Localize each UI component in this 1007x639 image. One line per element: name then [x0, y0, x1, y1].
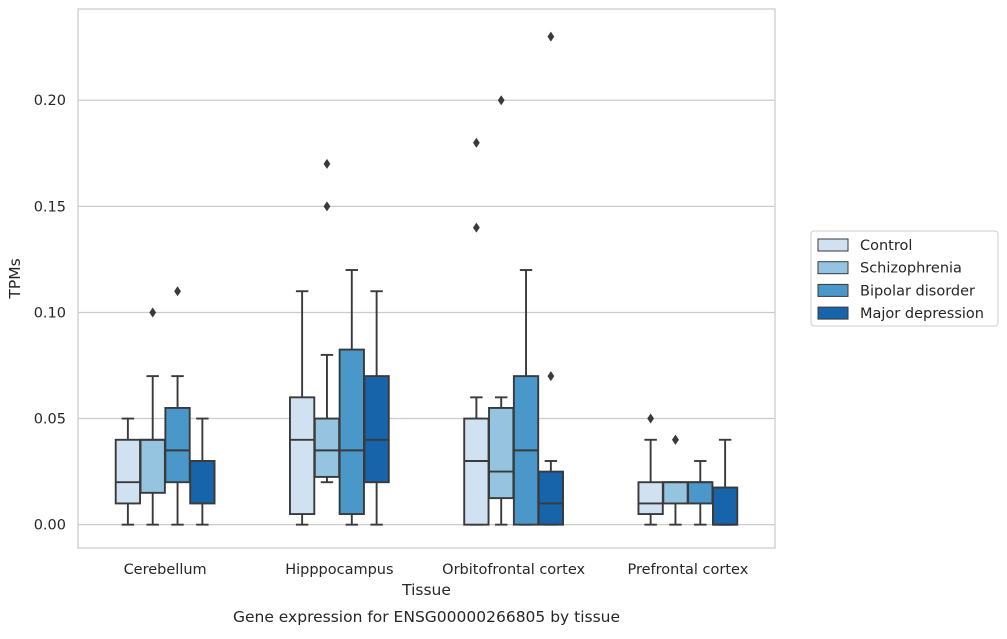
grid [78, 99, 775, 526]
box-bipolar-disorder [164, 286, 191, 526]
box-iqr [488, 406, 515, 500]
outlier-point [149, 307, 157, 318]
outlier-point [547, 31, 555, 42]
outlier-point [323, 158, 331, 169]
box-major-depression [537, 31, 564, 526]
legend-swatch [817, 261, 849, 275]
box-iqr [363, 375, 390, 484]
outlier-point [672, 434, 679, 445]
legend-label: Schizophrenia [860, 261, 962, 277]
x-axis-label: Tissue [401, 581, 451, 599]
box-control [463, 137, 490, 526]
box-schizophrenia [662, 434, 689, 526]
box-schizophrenia [313, 158, 341, 484]
y-axis-label: TPMs [6, 258, 24, 299]
box-bipolar-disorder [512, 269, 540, 526]
box-iqr [114, 438, 141, 505]
box-major-depression [712, 438, 739, 526]
outlier-point [174, 286, 181, 297]
legend-label: Major depression [860, 306, 984, 322]
x-tick-label: Orbitofrontal cortex [442, 562, 585, 578]
x-ticks: Cerebellum Hipppocampus Orbitofrontal cort… [124, 562, 749, 578]
box-bipolar-disorder [338, 269, 365, 526]
legend: Control Schizophrenia Bipolar disorder Majo… [810, 230, 999, 327]
box-major-depression [363, 290, 390, 526]
plot-frame [77, 8, 776, 549]
outlier-point [472, 222, 480, 233]
outlier-point [547, 371, 555, 382]
y-tick-label: 0.15 [34, 199, 66, 215]
box-major-depression [189, 417, 216, 526]
x-tick-label: Cerebellum [124, 562, 207, 578]
box-iqr [537, 470, 564, 526]
y-tick-label: 0.20 [34, 93, 66, 109]
box-iqr [712, 486, 739, 526]
y-tick-label: 0.00 [34, 518, 66, 534]
x-tick-label: Hipppocampus [285, 562, 393, 578]
box-iqr [463, 417, 490, 526]
box-iqr [662, 481, 689, 505]
box-iqr [139, 438, 166, 494]
box-control [114, 417, 141, 526]
legend-swatch [817, 238, 849, 252]
legend-label: Bipolar disorder [860, 283, 975, 299]
outlier-point [323, 201, 331, 212]
y-tick-label: 0.10 [34, 305, 66, 321]
chart-caption: Gene expression for ENSG00000266805 by t… [233, 608, 620, 626]
box-iqr [189, 460, 216, 505]
outlier-point [497, 95, 505, 106]
box-iqr [687, 481, 714, 505]
boxplots [114, 31, 739, 526]
legend-label: Control [860, 238, 912, 254]
legend-frame [810, 230, 999, 327]
box-iqr [338, 348, 365, 515]
legend-swatch [817, 283, 849, 297]
legend-swatch [817, 306, 849, 320]
y-tick-label: 0.05 [34, 412, 66, 428]
y-ticks: 0.00 0.05 0.10 0.15 0.20 [34, 93, 66, 533]
box-iqr [637, 481, 664, 515]
outlier-point [647, 413, 655, 424]
box-schizophrenia [139, 307, 166, 526]
box-iqr [289, 396, 316, 515]
box-iqr [164, 406, 191, 484]
box-schizophrenia [488, 95, 515, 526]
outlier-point [472, 137, 480, 148]
box-iqr [313, 417, 341, 478]
x-tick-label: Prefrontal cortex [627, 562, 748, 578]
